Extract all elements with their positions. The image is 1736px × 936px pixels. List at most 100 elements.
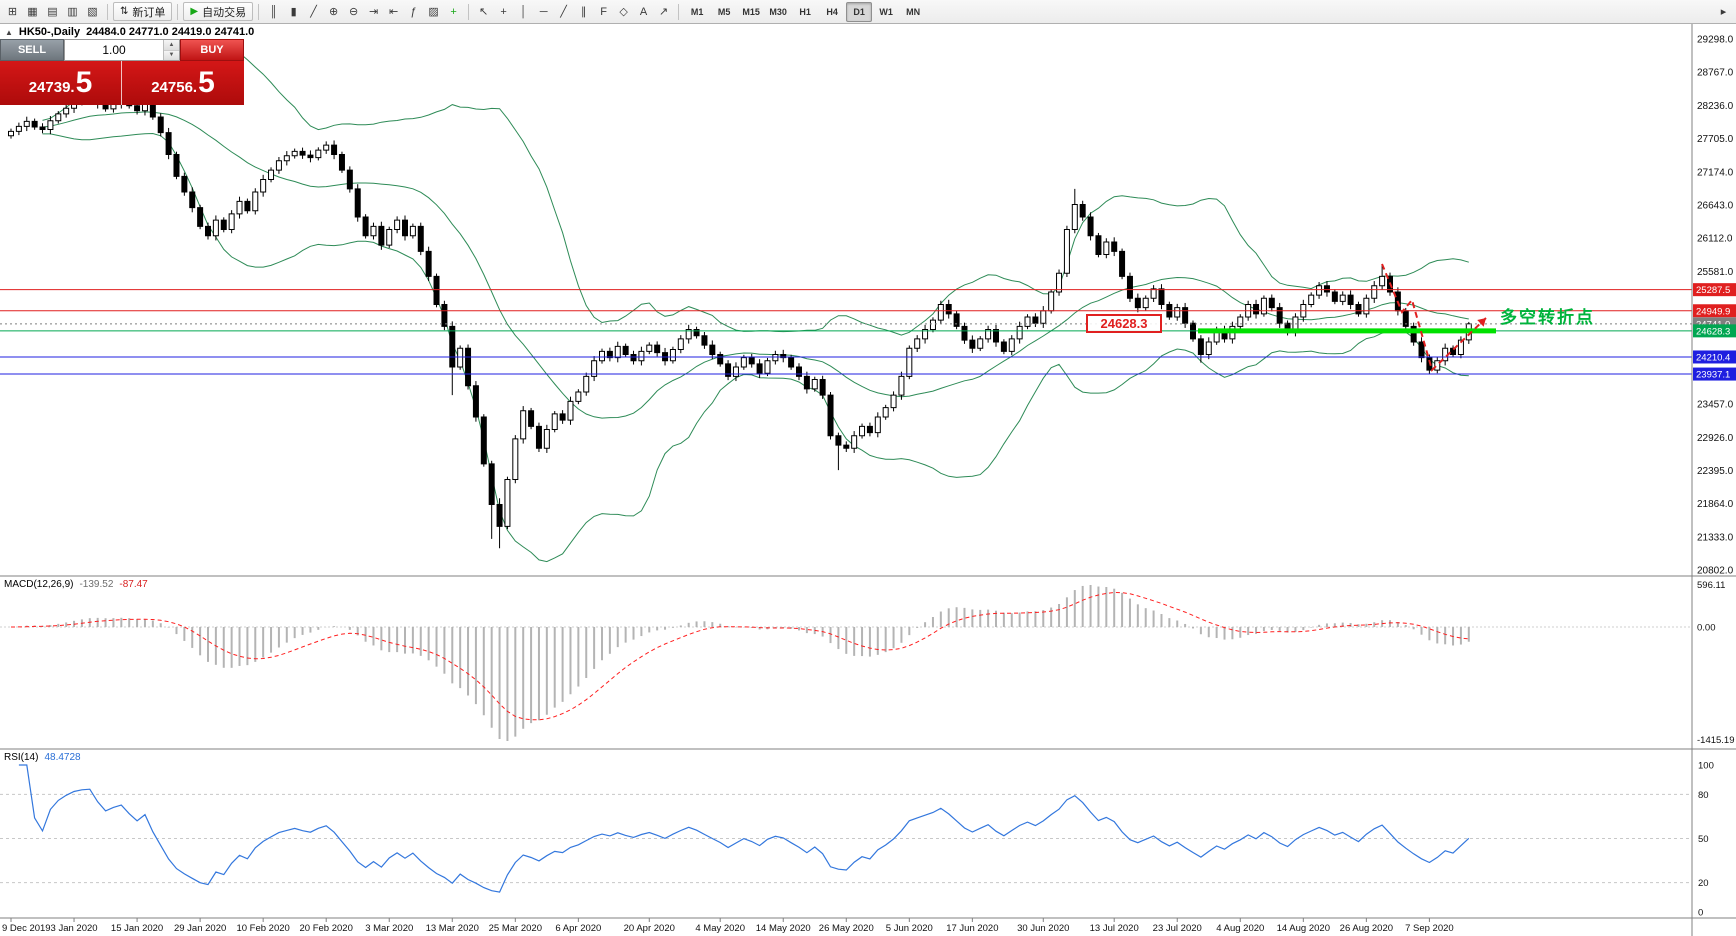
navigator-icon[interactable]: ▧ <box>87 6 98 18</box>
toolbar-more-icon[interactable]: ▸ <box>1720 6 1727 18</box>
sell-price-frac: 5 <box>75 66 93 99</box>
svg-text:10 Feb 2020: 10 Feb 2020 <box>236 923 289 934</box>
svg-text:5 Jun 2020: 5 Jun 2020 <box>886 923 933 934</box>
svg-text:30 Jun 2020: 30 Jun 2020 <box>1017 923 1069 934</box>
new-window-icon[interactable]: + <box>450 5 457 18</box>
svg-text:21333.0: 21333.0 <box>1697 532 1734 543</box>
templates-icon[interactable]: ▨ <box>428 6 439 18</box>
text-label-icon[interactable]: A <box>639 5 648 18</box>
volume-value[interactable]: 1.00 <box>102 43 126 57</box>
drawing-annotations[interactable] <box>1381 263 1487 372</box>
toolbar-separator <box>107 3 108 20</box>
svg-text:29 Jan 2020: 29 Jan 2020 <box>174 923 226 934</box>
zoom-in-icon[interactable]: ⊕ <box>328 6 339 18</box>
svg-text:14 Aug 2020: 14 Aug 2020 <box>1277 923 1330 934</box>
svg-text:23937.1: 23937.1 <box>1696 370 1730 381</box>
svg-text:28236.0: 28236.0 <box>1697 101 1734 112</box>
vertical-line-icon[interactable]: │ <box>520 5 528 18</box>
svg-text:20: 20 <box>1698 878 1709 889</box>
timeframe-w1-button[interactable]: W1 <box>879 6 893 17</box>
svg-text:27705.0: 27705.0 <box>1697 134 1734 145</box>
svg-text:6 Apr 2020: 6 Apr 2020 <box>555 923 601 934</box>
svg-text:7 Sep 2020: 7 Sep 2020 <box>1405 923 1454 934</box>
toolbar: ⊞ ▦ ▤ ▥ ▧ ⇅ 新订单 ▶ 自动交易 ║ ▮ ╱ ⊕ ⊖ ⇥ ⇤ ƒ ▨ + ↖ + │ ─ ╱ ∥ F ◇ A ↗… <box>0 0 1736 24</box>
chart-shift-icon[interactable]: ⇤ <box>388 6 399 18</box>
cursor-icon[interactable]: ↖ <box>478 6 489 18</box>
volume-field[interactable]: 1.00 ▲ ▼ <box>64 39 180 61</box>
svg-text:100: 100 <box>1698 761 1714 772</box>
svg-text:23 Jul 2020: 23 Jul 2020 <box>1153 923 1202 934</box>
svg-text:26 Aug 2020: 26 Aug 2020 <box>1340 923 1393 934</box>
svg-text:-1415.19: -1415.19 <box>1697 735 1735 746</box>
candles-layer <box>8 93 1472 549</box>
rsi-value: 48.4728 <box>44 752 81 763</box>
timeframe-m5-button[interactable]: M5 <box>717 6 731 17</box>
fibonacci-icon[interactable]: F <box>600 5 607 18</box>
toolbar-separator <box>678 3 680 20</box>
auto-scroll-icon[interactable]: ⇥ <box>368 6 379 18</box>
rsi-pane <box>0 764 1692 893</box>
price-level-annotation-box[interactable]: 24628.3 <box>1086 314 1162 333</box>
svg-text:24628.3: 24628.3 <box>1696 326 1730 337</box>
one-click-panel-toggle-icon[interactable]: ▲ <box>5 27 13 37</box>
market-watch-icon[interactable]: ▤ <box>47 6 58 18</box>
buy-button[interactable]: BUY <box>180 39 244 61</box>
svg-text:21864.0: 21864.0 <box>1697 499 1734 510</box>
volume-step-down-icon[interactable]: ▼ <box>164 50 179 60</box>
equidistant-channel-icon[interactable]: ∥ <box>580 6 587 18</box>
macd-signal-value: -87.47 <box>119 579 148 590</box>
svg-text:50: 50 <box>1698 834 1709 845</box>
line-chart-icon[interactable]: ╱ <box>310 6 317 18</box>
arrows-icon[interactable]: ↗ <box>658 6 669 18</box>
horizontal-line-icon[interactable]: ─ <box>539 5 548 18</box>
timeframe-m1-button[interactable]: M1 <box>690 6 704 17</box>
new-chart-icon[interactable]: ⊞ <box>7 6 18 18</box>
timeframe-h1-button[interactable]: H1 <box>799 6 811 17</box>
timeframe-h4-button[interactable]: H4 <box>826 6 838 17</box>
profiles-icon[interactable]: ▦ <box>27 6 38 18</box>
sell-price-main: 24739 <box>28 79 71 96</box>
ohlc-readout: 24484.0 24771.0 24419.0 24741.0 <box>86 26 255 38</box>
shapes-icon[interactable]: ◇ <box>619 6 628 18</box>
volume-stepper: ▲ ▼ <box>163 40 179 60</box>
svg-text:23457.0: 23457.0 <box>1697 400 1734 411</box>
timeframe-d1-button[interactable]: D1 <box>846 1 873 22</box>
svg-text:24210.4: 24210.4 <box>1696 352 1730 363</box>
price-tag: 24628.3 <box>1693 324 1736 338</box>
zoom-out-icon[interactable]: ⊖ <box>348 6 359 18</box>
timeframe-toolbar: M1 M5 M15 M30 H1 H4 D1 W1 MN <box>684 1 926 22</box>
svg-text:26112.0: 26112.0 <box>1697 234 1733 245</box>
new-order-button[interactable]: ⇅ 新订单 <box>113 2 173 21</box>
indicators-icon[interactable]: ƒ <box>410 5 417 18</box>
bar-chart-icon[interactable]: ║ <box>269 5 278 18</box>
trendline-icon[interactable]: ╱ <box>560 6 567 18</box>
timeframe-m15-button[interactable]: M15 <box>742 6 760 17</box>
toolbar-chart-group: ║ ▮ ╱ ⊕ ⊖ ⇥ ⇤ ƒ ▨ + <box>264 2 463 21</box>
buy-price-display[interactable]: 24756. 5 <box>122 61 244 105</box>
trend-arrow-head <box>1477 318 1486 327</box>
candlestick-chart-icon[interactable]: ▮ <box>290 6 297 18</box>
crosshair-icon[interactable]: + <box>500 5 507 18</box>
autotrading-button[interactable]: ▶ 自动交易 <box>183 2 254 21</box>
svg-text:25287.5: 25287.5 <box>1696 285 1730 296</box>
pivot-point-annotation[interactable]: 多空转折点 <box>1500 308 1595 327</box>
svg-text:4 May 2020: 4 May 2020 <box>695 923 745 934</box>
svg-text:25 Mar 2020: 25 Mar 2020 <box>489 923 542 934</box>
timeframe-mn-button[interactable]: MN <box>906 6 921 17</box>
data-window-icon[interactable]: ▥ <box>67 6 78 18</box>
volume-step-up-icon[interactable]: ▲ <box>164 40 179 51</box>
macd-main-value: -139.52 <box>79 579 114 590</box>
svg-text:22926.0: 22926.0 <box>1697 433 1734 444</box>
sell-price-display[interactable]: 24739. 5 <box>0 61 122 105</box>
one-click-trading-panel: SELL 1.00 ▲ ▼ BUY 24739. 5 24756. 5 <box>0 39 244 105</box>
sell-button[interactable]: SELL <box>0 39 64 61</box>
new-order-icon: ⇅ <box>120 5 129 17</box>
autotrading-label: 自动交易 <box>202 6 247 19</box>
trend-arrow[interactable] <box>1381 263 1487 372</box>
svg-text:0: 0 <box>1698 908 1703 919</box>
svg-text:17 Jun 2020: 17 Jun 2020 <box>946 923 998 934</box>
timeframe-m30-button[interactable]: M30 <box>769 6 787 17</box>
svg-text:4 Aug 2020: 4 Aug 2020 <box>1216 923 1264 934</box>
axes-layer: 100 80 50 20 0 29298.0 28767.0 28236.0 27705.0 27… <box>0 24 1736 936</box>
